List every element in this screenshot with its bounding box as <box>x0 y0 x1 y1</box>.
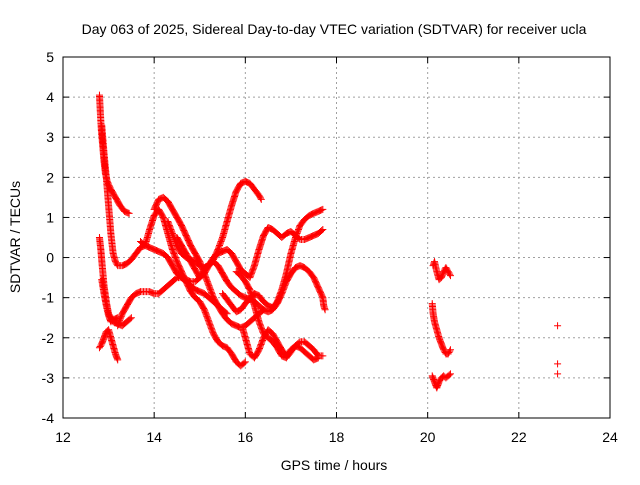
data-point <box>321 306 329 314</box>
data-point <box>318 226 326 234</box>
data-point <box>318 206 326 214</box>
data-point <box>314 354 322 362</box>
y-tick-label: -3 <box>42 370 55 386</box>
y-axis-label: SDTVAR / TECUs <box>7 181 23 293</box>
data-point <box>554 322 562 330</box>
y-tick-label: 1 <box>46 209 54 225</box>
x-tick-label: 24 <box>602 429 618 445</box>
y-tick-label: 3 <box>46 129 54 145</box>
data-point <box>319 225 327 233</box>
data-point <box>126 315 134 323</box>
data-point <box>257 195 265 203</box>
y-tick-label: -4 <box>42 410 55 426</box>
data-point <box>124 209 132 217</box>
chart-title: Day 063 of 2025, Sidereal Day-to-day VTE… <box>82 21 587 37</box>
data-point <box>319 352 327 360</box>
y-tick-label: 4 <box>46 89 54 105</box>
y-tick-label: -2 <box>42 330 55 346</box>
data-point <box>446 270 454 278</box>
data-point <box>258 307 266 315</box>
y-tick-label: 0 <box>46 250 54 266</box>
x-tick-label: 12 <box>55 429 71 445</box>
data-point <box>319 205 327 213</box>
data-points <box>95 91 562 392</box>
x-axis-label: GPS time / hours <box>281 457 388 473</box>
data-point <box>257 194 265 202</box>
data-point <box>260 306 268 314</box>
data-point <box>554 360 562 368</box>
y-tick-label: -1 <box>42 290 55 306</box>
data-point <box>445 371 453 379</box>
data-point <box>127 314 135 322</box>
data-point <box>554 370 562 378</box>
data-point <box>446 272 454 280</box>
data-point <box>240 359 248 367</box>
data-point <box>446 370 454 378</box>
x-tick-label: 18 <box>329 429 345 445</box>
y-tick-label: 5 <box>46 49 54 65</box>
y-tick-label: 2 <box>46 169 54 185</box>
x-tick-label: 16 <box>238 429 254 445</box>
grid-lines <box>63 57 610 418</box>
data-point <box>241 358 249 366</box>
data-point <box>446 346 454 354</box>
data-point <box>446 347 454 355</box>
x-tick-label: 14 <box>146 429 162 445</box>
x-tick-label: 22 <box>511 429 527 445</box>
data-point <box>313 354 321 362</box>
data-point <box>114 356 122 364</box>
x-tick-label: 20 <box>420 429 436 445</box>
data-point <box>125 209 133 217</box>
plot-frame <box>62 56 611 419</box>
